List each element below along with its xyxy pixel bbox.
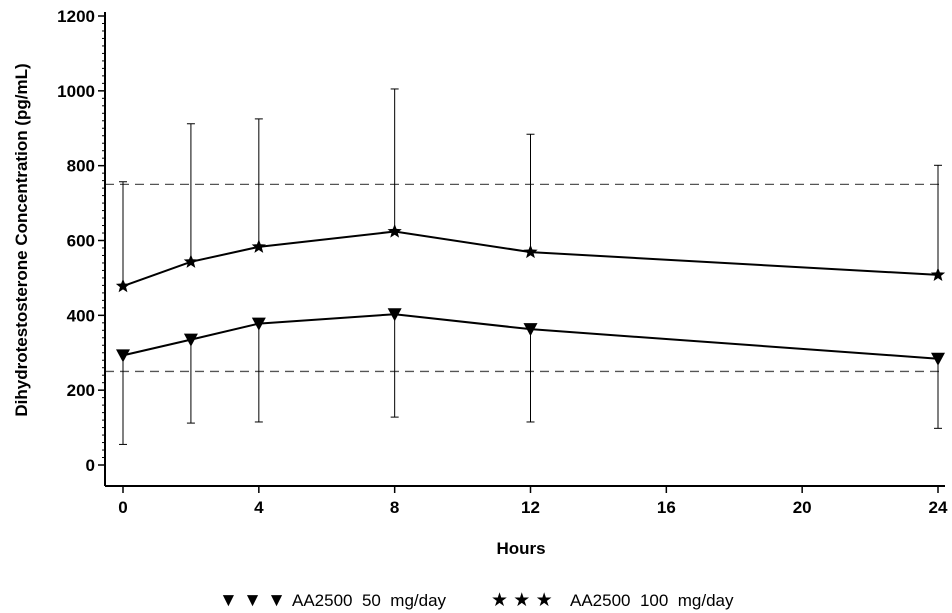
y-tick-label: 600 xyxy=(67,232,95,251)
y-axis-title: Dihydrotestosterone Concentration (pg/mL… xyxy=(12,63,31,416)
axes: 0 200 400 600 800 1000 1200 0 4 8 12 16 20 24 xyxy=(57,7,948,517)
x-tick-label: 0 xyxy=(118,498,127,517)
series-lines xyxy=(122,230,939,360)
triangle-marker xyxy=(251,317,266,331)
legend-label-50mg: AA2500 50 mg/day xyxy=(292,591,447,610)
star-marker xyxy=(930,267,946,281)
legend: ▼ ▼ ▼ AA2500 50 mg/day ★ ★ ★ AA2500 100 … xyxy=(219,590,734,611)
y-tick-label: 1000 xyxy=(57,82,95,101)
x-axis-title: Hours xyxy=(496,539,545,558)
x-tick-label: 8 xyxy=(390,498,399,517)
triangle-marker xyxy=(387,308,402,322)
legend-label-100mg: AA2500 100 mg/day xyxy=(570,591,734,610)
y-tick-label: 200 xyxy=(67,381,95,400)
y-tick-label: 800 xyxy=(67,157,95,176)
x-tick-label: 12 xyxy=(521,498,540,517)
x-tick-label: 24 xyxy=(929,498,948,517)
triangle-marker xyxy=(523,323,538,337)
y-tick-label: 1200 xyxy=(57,7,95,26)
reference-lines xyxy=(105,183,945,373)
legend-symbol-100mg: ★ ★ ★ xyxy=(491,590,553,611)
legend-symbol-50mg: ▼ ▼ ▼ xyxy=(219,590,286,611)
star-marker xyxy=(251,239,266,253)
triangle-marker xyxy=(116,349,130,363)
error-bars xyxy=(119,88,942,445)
data-markers xyxy=(115,224,946,366)
star-marker xyxy=(183,254,199,268)
x-tick-label: 4 xyxy=(254,498,264,517)
x-tick-label: 20 xyxy=(793,498,812,517)
star-marker xyxy=(115,278,131,293)
triangle-marker xyxy=(931,352,945,366)
triangle-marker xyxy=(183,333,198,347)
x-tick-label: 16 xyxy=(657,498,676,517)
y-tick-label: 400 xyxy=(67,306,95,325)
y-tick-label: 0 xyxy=(86,456,95,475)
star-marker xyxy=(523,244,538,259)
star-marker xyxy=(387,224,402,238)
series-line-1 xyxy=(122,313,939,360)
series-line-2 xyxy=(122,230,939,288)
